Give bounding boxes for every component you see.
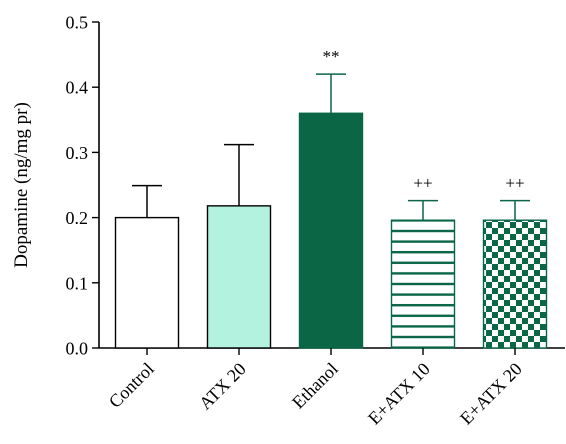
x-tick-label: ATX 20 [195, 359, 250, 414]
x-tick-label: Ethanol [288, 359, 342, 413]
y-tick-label: 0.3 [66, 143, 89, 163]
y-axis-label: Dopamine (ng/mg pr) [11, 102, 32, 268]
bar [114, 216, 180, 349]
y-tick-label: 0.0 [66, 339, 89, 359]
x-tick-label: E+ATX 10 [364, 359, 434, 429]
bar [482, 219, 548, 349]
bar [206, 205, 272, 349]
significance-label: ++ [413, 174, 432, 193]
significance-label: ** [323, 47, 340, 66]
significance-label: ++ [505, 174, 524, 193]
y-tick-label: 0.2 [66, 208, 89, 228]
bar [390, 219, 456, 349]
y-tick-label: 0.1 [66, 273, 89, 293]
bar [298, 112, 364, 349]
x-tick-label: Control [105, 359, 158, 412]
y-tick-label: 0.5 [66, 13, 89, 33]
y-tick-label: 0.4 [66, 78, 89, 98]
x-tick-label: E+ATX 20 [456, 359, 526, 429]
plot-area: 0.0 0.1 0.2 0.3 0.4 0.5 Control ATX 20 Ethanol **… [66, 13, 565, 429]
